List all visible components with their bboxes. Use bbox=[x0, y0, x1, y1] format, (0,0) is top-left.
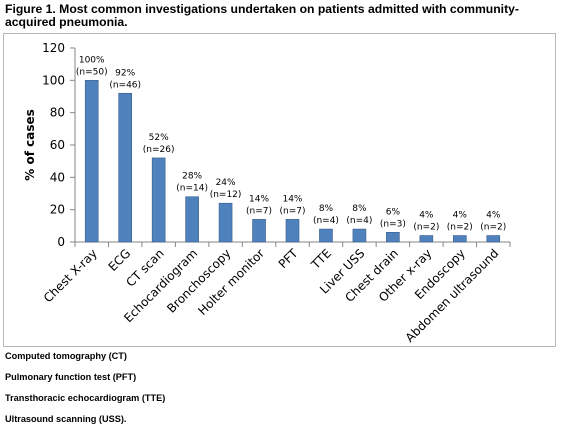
footnote-ct: Computed tomography (CT) bbox=[5, 351, 127, 361]
y-axis-title: % of cases bbox=[23, 109, 37, 180]
data-label-n: (n=7) bbox=[246, 206, 272, 216]
y-tick-label: 100 bbox=[42, 73, 65, 87]
footnote-pft: Pulmonary function test (PFT) bbox=[5, 372, 137, 382]
data-label-n: (n=50) bbox=[76, 67, 108, 77]
data-label-pct: 8% bbox=[352, 204, 367, 214]
bar-6 bbox=[252, 219, 266, 243]
data-label-n: (n=4) bbox=[313, 216, 339, 226]
bar-5 bbox=[218, 202, 233, 243]
data-label-n: (n=7) bbox=[280, 206, 306, 216]
data-label-n: (n=2) bbox=[480, 223, 506, 233]
y-tick-label: 40 bbox=[50, 170, 65, 184]
data-label-pct: 100% bbox=[79, 55, 105, 65]
data-label-pct: 4% bbox=[419, 211, 434, 221]
bar-11 bbox=[419, 235, 434, 243]
data-label-pct: 4% bbox=[453, 211, 468, 221]
data-label-pct: 14% bbox=[249, 194, 269, 204]
bar-8 bbox=[319, 228, 333, 243]
data-label-pct: 52% bbox=[149, 133, 169, 143]
bar-3 bbox=[151, 157, 166, 243]
data-label-n: (n=2) bbox=[447, 223, 473, 233]
bar-13 bbox=[486, 235, 501, 243]
footnote-tte: Transthoracic echocardiogram (TTE) bbox=[5, 393, 166, 403]
x-tick-label: Chest X-ray bbox=[41, 246, 100, 305]
y-tick-label: 60 bbox=[50, 138, 65, 152]
data-label-n: (n=14) bbox=[176, 184, 208, 194]
bar-7 bbox=[285, 219, 300, 243]
data-label-pct: 24% bbox=[216, 178, 236, 188]
data-label-n: (n=46) bbox=[109, 80, 141, 90]
figure-title: Figure 1. Most common investigations und… bbox=[5, 2, 519, 29]
y-tick-label: 0 bbox=[57, 235, 65, 249]
bar-2 bbox=[118, 92, 132, 243]
bar-1 bbox=[84, 80, 99, 243]
footnote-uss: Ultrasound scanning (USS). bbox=[5, 414, 127, 424]
data-label-pct: 28% bbox=[182, 172, 202, 182]
x-tick-label: ECG bbox=[106, 246, 134, 274]
bar-9 bbox=[352, 228, 367, 243]
data-label-n: (n=12) bbox=[210, 190, 242, 200]
data-label-pct: 8% bbox=[319, 204, 334, 214]
bar-12 bbox=[453, 235, 467, 243]
y-tick-label: 80 bbox=[50, 106, 65, 120]
data-label-n: (n=26) bbox=[143, 145, 175, 155]
bar-10 bbox=[386, 232, 400, 243]
y-tick-label: 120 bbox=[42, 41, 65, 55]
bar-4 bbox=[185, 196, 199, 243]
data-label-pct: 6% bbox=[386, 207, 401, 217]
data-label-n: (n=2) bbox=[413, 223, 439, 233]
x-tick-label: TTE bbox=[308, 246, 334, 272]
y-tick-label: 20 bbox=[50, 203, 65, 217]
data-label-pct: 92% bbox=[115, 68, 135, 78]
x-tick-label: PFT bbox=[276, 246, 301, 271]
data-label-pct: 4% bbox=[486, 211, 501, 221]
footnotes: Computed tomography (CT) Pulmonary funct… bbox=[5, 350, 558, 434]
data-label-pct: 14% bbox=[282, 194, 302, 204]
data-label-n: (n=4) bbox=[346, 216, 372, 226]
data-label-n: (n=3) bbox=[380, 219, 406, 229]
